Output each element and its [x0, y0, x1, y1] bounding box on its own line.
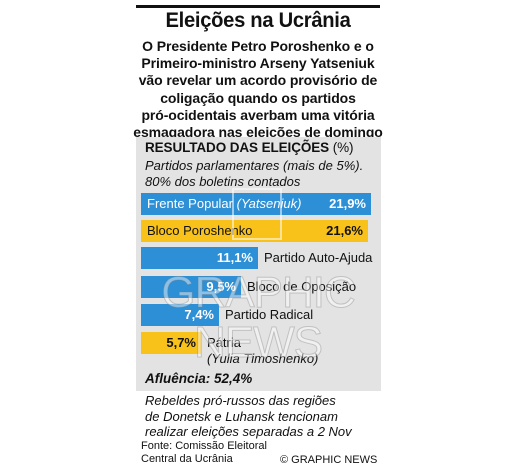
bar-2: 21,6% Bloco Poroshenko	[141, 220, 368, 242]
turnout-label: Afluência: 52,4%	[145, 371, 253, 386]
bar-5: 7,4%	[141, 304, 219, 326]
subtitle-line: O Presidente Petro Poroshenko e o	[142, 38, 374, 54]
bar-value-label: 7,4%	[184, 307, 214, 322]
footer-note-line: Rebeldes pró-russos das regiões	[145, 393, 336, 408]
bar-category-label: Partido Radical	[225, 307, 314, 322]
subtitle-line: vão revelar um acordo provisório de	[138, 72, 378, 89]
chart-heading-unit: (%)	[332, 140, 354, 155]
footer-note: Rebeldes pró-russos das regiões de Donet…	[145, 393, 385, 440]
chart-heading: RESULTADO DAS ELEIÇÕES (%)	[145, 140, 354, 155]
bar-value-label: 21,9%	[329, 196, 366, 211]
bar-sublabel: (Yatseniuk)	[233, 196, 302, 211]
subtitle-line: Primeiro-ministro Arseny Yatseniuk	[141, 55, 375, 72]
copyright-credit: © GRAPHIC NEWS	[280, 454, 378, 466]
bar-value-label: 21,6%	[326, 223, 363, 238]
chart-heading-text: RESULTADO DAS ELEIÇÕES	[145, 140, 330, 155]
page-title: Eleições na Ucrânia	[165, 9, 351, 32]
bar-sublabel: (Yulia Timoshenko)	[207, 351, 319, 366]
source-credit: Fonte: Comissão Eleitoral Central da Ucr…	[141, 440, 267, 466]
chart-note-line: 80% dos boletins contados	[145, 173, 301, 189]
bar-category-label: Frente Popular (Yatseniuk)	[147, 196, 302, 211]
watermark-logo	[232, 188, 282, 240]
chart-note-line: Partidos parlamentares (mais de 5%).	[145, 158, 364, 173]
subtitle-line: pró-ocidentais averbam uma vitória	[141, 106, 375, 123]
watermark: GRAPHIC NEWS	[161, 268, 356, 368]
bar-3: 11,1%	[141, 247, 258, 269]
bar-6: 5,7%	[141, 332, 201, 354]
title-rule	[136, 5, 380, 8]
subtitle-line: esmagadora nas eleições de domingo	[133, 124, 383, 141]
subtitle-line: coligação quando os partidos	[160, 89, 356, 106]
source-line: Central da Ucrânia	[141, 453, 233, 465]
bar-category-label: Bloco de Oposição	[247, 279, 357, 294]
bar-value-label: 9,5%	[206, 279, 236, 294]
bar-category-label: Bloco Poroshenko	[147, 223, 253, 238]
footer-note-line: de Donetsk e Luhansk tencionam	[145, 408, 338, 424]
bar-category-label: Pátria	[207, 335, 241, 350]
chart-note: Partidos parlamentares (mais de 5%). 80%…	[145, 158, 381, 189]
bar-value-label: 5,7%	[166, 335, 196, 350]
bar-category-label: Partido Auto-Ajuda	[264, 250, 373, 265]
bar-value-label: 11,1%	[216, 250, 253, 265]
bar-1: 21,9% Frente Popular (Yatseniuk)	[141, 193, 371, 215]
footer-note-line: realizar eleições separadas a 2 Nov	[145, 424, 352, 439]
source-line: Fonte: Comissão Eleitoral	[141, 440, 267, 452]
bar-4: 9,5%	[141, 276, 241, 298]
subtitle: O Presidente Petro Poroshenko e o Primei…	[132, 38, 384, 141]
